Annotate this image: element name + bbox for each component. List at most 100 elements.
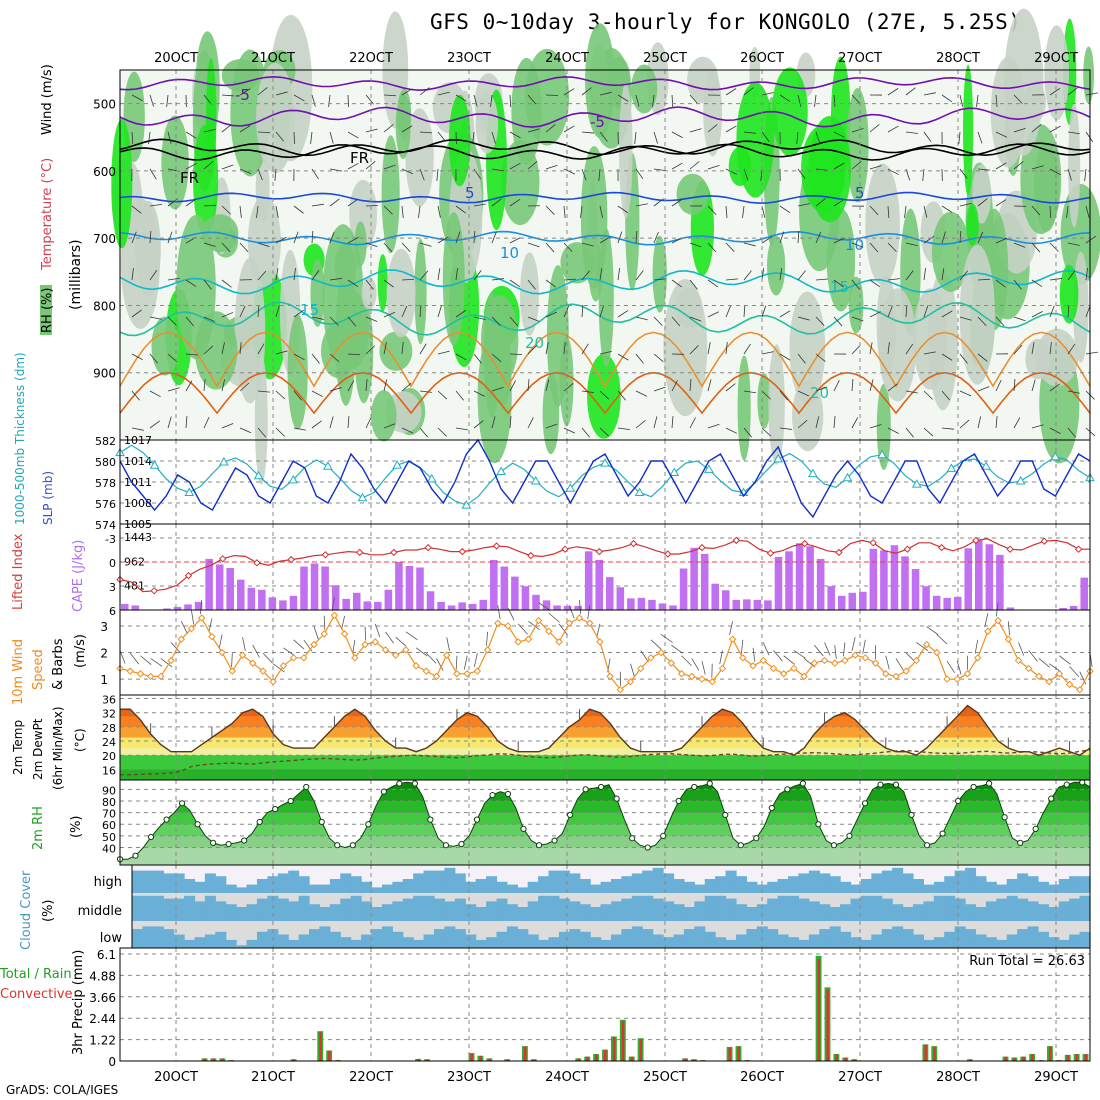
wind-marker xyxy=(197,614,206,622)
cloud-bar-middle xyxy=(663,901,675,921)
wind-marker xyxy=(831,659,839,667)
rh-marker xyxy=(287,797,294,805)
cloud-bar-middle xyxy=(767,898,779,921)
cape-bar xyxy=(574,605,582,610)
cloud-bar-high xyxy=(808,870,820,893)
cloud-bar-high xyxy=(683,881,695,893)
profile-wind-barb xyxy=(419,168,425,181)
profile-wind-barb xyxy=(851,161,862,170)
precip-convective-bar xyxy=(817,958,821,1061)
profile-wind-barb xyxy=(1067,270,1076,281)
cloud-bar-high xyxy=(433,870,445,893)
precip-convective-bar xyxy=(577,1058,580,1061)
rh-legend-swatch xyxy=(40,285,52,335)
profile-wind-barb xyxy=(851,242,864,248)
cloud-bar-middle xyxy=(256,898,268,921)
profile-wind-barb xyxy=(905,242,918,247)
profile-wind-barb xyxy=(581,242,594,247)
profile-wind-barb xyxy=(599,205,603,218)
wind-barb xyxy=(671,644,683,654)
wind-barb xyxy=(548,612,560,623)
wind-marker xyxy=(432,672,441,681)
profile-wind-barb xyxy=(905,87,916,96)
profile-wind-barb xyxy=(635,420,646,429)
wind-marker xyxy=(494,619,502,627)
cloud-bar-low xyxy=(517,929,529,948)
lifted-marker xyxy=(150,587,158,595)
lifted-marker xyxy=(492,542,501,550)
cape-bar xyxy=(468,603,477,610)
rh-marker xyxy=(411,780,418,787)
profile-wind-barb xyxy=(365,161,376,170)
profile-ytick: 900 xyxy=(93,367,116,381)
profile-wind-barb xyxy=(1031,124,1042,133)
minmax-label: (6hr Min/Max) xyxy=(51,707,65,791)
profile-wind-barb xyxy=(239,427,252,434)
rh-patch-144 xyxy=(386,248,416,338)
profile-wind-barb xyxy=(904,205,907,218)
lifted-ytick: -3 xyxy=(105,533,116,546)
rh-patch-154 xyxy=(1044,25,1070,121)
profile-wind-barb xyxy=(923,236,935,244)
wind-marker xyxy=(606,672,614,681)
cloud-bar-middle xyxy=(496,898,508,921)
wind-barb xyxy=(364,626,367,641)
profile-wind-barb xyxy=(149,168,157,180)
rh-marker xyxy=(163,816,170,823)
profile-wind-barb xyxy=(779,231,785,244)
cloud-bar-low xyxy=(371,929,383,948)
lifted-marker xyxy=(287,555,295,564)
wind-marker xyxy=(402,646,410,654)
cloud-bar-high xyxy=(788,876,800,893)
profile-wind-barb xyxy=(167,416,172,429)
cloud-bar-middle xyxy=(132,895,144,921)
rh-marker xyxy=(458,840,465,848)
wind-barb xyxy=(415,647,428,657)
profile-wind-barb xyxy=(887,278,900,281)
cloud-bar-low xyxy=(944,931,956,948)
rh-marker xyxy=(194,821,201,828)
profile-wind-barb xyxy=(437,427,447,437)
rh-patch-62 xyxy=(631,64,658,114)
isotherm-label: -5 xyxy=(590,113,605,131)
wind-barb xyxy=(538,602,551,611)
profile-wind-barb xyxy=(473,390,485,397)
cloud-bar-middle xyxy=(725,898,737,921)
profile-wind-barb xyxy=(797,94,802,107)
rh-marker xyxy=(334,842,341,849)
profile-wind-barb xyxy=(491,278,504,281)
cloud-bar-high xyxy=(715,876,727,893)
wind-marker xyxy=(963,670,972,678)
profile-wind-barb xyxy=(941,427,954,430)
rh-marker xyxy=(489,792,496,799)
wind-ytick: 3 xyxy=(100,620,108,634)
thickness-marker xyxy=(911,479,922,488)
cloud-bar-high xyxy=(184,879,196,893)
profile-wind-barb xyxy=(257,131,271,134)
rh2m-label: 2m RH xyxy=(31,806,46,850)
temp-units: (°C) xyxy=(73,728,87,752)
rh-marker xyxy=(954,797,962,805)
profile-wind-barb xyxy=(707,205,717,216)
profile-wind-barb xyxy=(779,427,792,430)
cape-bar xyxy=(289,595,298,610)
isotherm-label: 10 xyxy=(845,236,864,254)
profile-wind-barb xyxy=(923,268,927,281)
profile-wind-barb xyxy=(725,427,737,434)
cloud-bar-high xyxy=(756,884,768,893)
profile-wind-barb xyxy=(959,203,972,207)
wind-ytick: 2 xyxy=(100,647,108,661)
profile-wind-barb xyxy=(401,305,408,318)
lifted-marker xyxy=(458,547,467,556)
top-date-label: 28OCT xyxy=(936,51,980,66)
cloud-bar-low xyxy=(246,939,258,948)
profile-wind-barb xyxy=(851,379,854,392)
profile-wind-barb xyxy=(941,353,953,361)
profile-wind-barb xyxy=(598,168,601,181)
profile-wind-barb xyxy=(491,231,497,244)
wind-barb xyxy=(426,652,437,664)
wind-marker xyxy=(126,667,134,675)
precip-convective-bar xyxy=(853,1059,856,1061)
wind-barb xyxy=(497,605,501,620)
profile-wind-barb xyxy=(1067,242,1080,246)
